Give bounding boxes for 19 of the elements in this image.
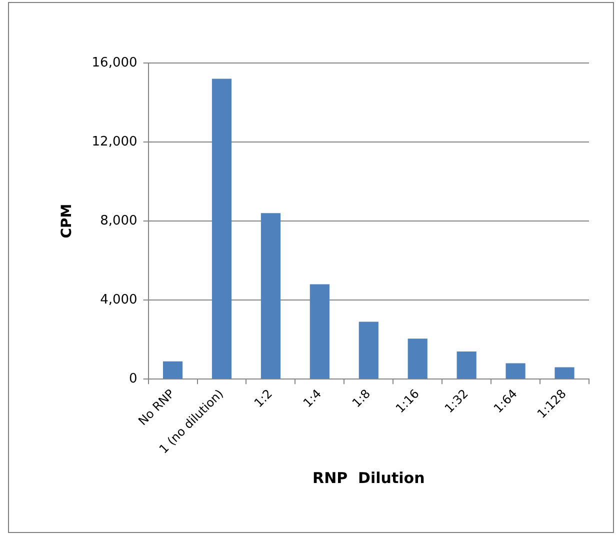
x-tick-label: 1:2 bbox=[251, 386, 276, 410]
bar bbox=[358, 322, 378, 379]
y-tick-label: 0 bbox=[129, 371, 138, 386]
bar bbox=[456, 351, 476, 379]
bar bbox=[260, 213, 280, 379]
bar bbox=[162, 361, 183, 379]
y-tick-label: 4,000 bbox=[100, 292, 138, 308]
bar bbox=[506, 363, 526, 379]
x-tick-label: 1:8 bbox=[349, 386, 373, 410]
y-tick-label: 8,000 bbox=[100, 213, 138, 228]
bar bbox=[554, 367, 574, 379]
bar bbox=[212, 78, 232, 379]
bar bbox=[408, 338, 428, 379]
y-tick-label: 12,000 bbox=[92, 134, 138, 150]
x-axis-title: RNP Dilution bbox=[312, 468, 425, 487]
y-axis-title: CPM bbox=[59, 204, 76, 238]
y-tick-label: 16,000 bbox=[92, 55, 138, 70]
bar bbox=[310, 284, 330, 379]
x-tick-label: 1:4 bbox=[300, 386, 324, 410]
